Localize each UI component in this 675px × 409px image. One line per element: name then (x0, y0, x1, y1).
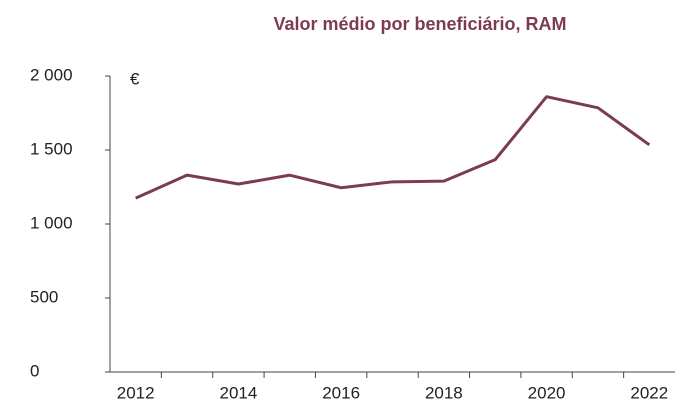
data-line (135, 95, 651, 200)
x-tick-label: 2022 (630, 383, 668, 402)
y-tick-label: 0 (30, 361, 39, 380)
x-tick-label: 2020 (528, 383, 566, 402)
y-tick-label: 500 (30, 287, 58, 306)
chart-title: Valor médio por beneficiário, RAM (273, 14, 566, 34)
x-tick-label: 2018 (425, 383, 463, 402)
y-tick-label: 1 000 (30, 213, 73, 232)
y-tick-label: 1 500 (30, 139, 73, 158)
y-tick-label: 2 000 (30, 65, 73, 84)
x-tick-label: 2016 (322, 383, 360, 402)
y-unit: € (130, 69, 140, 88)
x-tick-label: 2014 (219, 383, 257, 402)
x-tick-label: 2012 (117, 383, 155, 402)
